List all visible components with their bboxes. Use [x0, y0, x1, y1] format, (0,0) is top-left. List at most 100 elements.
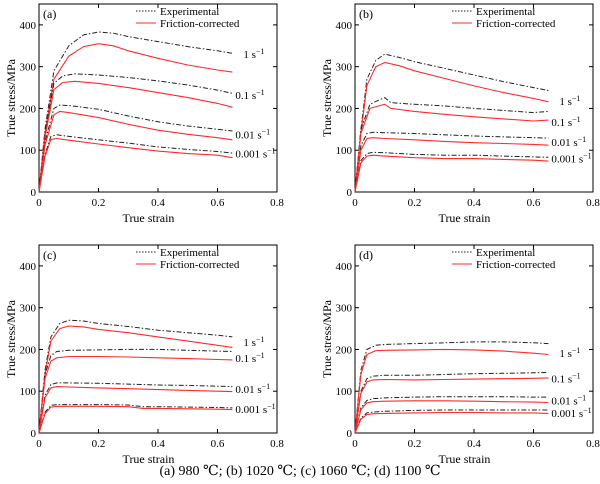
series-corrected-0 [38, 43, 233, 193]
series-experimental-2 [354, 131, 549, 193]
series-corrected-1 [38, 355, 233, 434]
panel-label: (d) [359, 248, 373, 262]
series-corrected-1 [354, 103, 549, 193]
y-tick-label: 100 [336, 145, 353, 157]
y-tick-label: 300 [20, 62, 37, 74]
rate-label: 0.01 s−1 [235, 127, 270, 141]
series-experimental-2 [38, 382, 233, 434]
series-experimental-3 [354, 409, 549, 434]
rate-label: 0.001 s−1 [551, 152, 591, 166]
series-experimental-3 [38, 404, 233, 434]
series-experimental-0 [38, 31, 233, 193]
y-tick-label: 300 [336, 62, 353, 74]
x-tick-label: 0.2 [92, 438, 106, 450]
series-experimental-2 [38, 104, 233, 193]
rate-label: 0.1 s−1 [551, 115, 580, 129]
series-experimental-3 [354, 151, 549, 193]
series-experimental-1 [38, 348, 233, 434]
series-corrected-1 [354, 377, 549, 434]
x-tick-label: 0 [352, 197, 358, 209]
legend-corrected-label: Friction-corrected [160, 259, 240, 271]
rate-label: 0.1 s−1 [551, 372, 580, 386]
legend-corrected-label: Friction-corrected [160, 18, 240, 30]
rate-label: 0.01 s−1 [551, 393, 586, 407]
x-tick-label: 0.6 [527, 197, 541, 209]
chart-panel-a: 0 0.2 0.4 0.6 0.8 0 100 200 300 400 True strain Tru… [4, 3, 284, 225]
y-tick-label: 100 [20, 386, 37, 398]
y-tick-label: 0 [31, 428, 37, 440]
y-tick-label: 0 [347, 187, 353, 199]
x-tick-label: 0.2 [92, 197, 106, 209]
rate-label: 1 s−1 [243, 335, 264, 349]
series-corrected-1 [38, 80, 233, 193]
rate-label: 0.001 s−1 [235, 147, 275, 161]
series-corrected-3 [38, 137, 233, 193]
x-tick-label: 0 [36, 438, 42, 450]
y-tick-label: 200 [336, 344, 353, 356]
legend-experimental-label: Experimental [160, 247, 219, 259]
x-axis-label: True strain [123, 211, 175, 225]
series-corrected-2 [38, 386, 233, 434]
x-axis-label: True strain [439, 211, 491, 225]
rate-label: 0.1 s−1 [235, 351, 264, 365]
legend-corrected-label: Friction-corrected [476, 18, 556, 30]
rate-label: 0.01 s−1 [551, 135, 586, 149]
x-tick-label: 0.6 [211, 197, 225, 209]
panel-label: (a) [43, 7, 56, 21]
x-tick-label: 0.8 [270, 197, 284, 209]
x-tick-label: 0.2 [408, 197, 422, 209]
y-tick-label: 300 [20, 303, 37, 315]
figure-caption: (a) 980 ℃; (b) 1020 ℃; (c) 1060 ℃; (d) 1… [159, 464, 441, 479]
series-experimental-3 [38, 134, 233, 193]
y-axis-label: True stress/MPa [4, 58, 18, 137]
series-experimental-1 [354, 97, 549, 193]
series-corrected-3 [354, 411, 549, 434]
legend-corrected-label: Friction-corrected [476, 259, 556, 271]
series-experimental-1 [354, 371, 549, 434]
y-tick-label: 200 [20, 344, 37, 356]
panel-label: (b) [359, 7, 373, 21]
x-tick-label: 0.4 [151, 197, 165, 209]
y-axis-label: True stress/MPa [320, 58, 334, 137]
rate-label: 1 s−1 [243, 47, 264, 61]
rate-label: 1 s−1 [559, 346, 580, 360]
x-tick-label: 0.4 [151, 438, 165, 450]
x-tick-label: 0 [352, 438, 358, 450]
series-experimental-0 [38, 319, 233, 434]
y-axis-label: True stress/MPa [4, 299, 18, 378]
y-tick-label: 0 [31, 187, 37, 199]
rate-label: 0.01 s−1 [235, 382, 270, 396]
x-tick-label: 0.4 [467, 438, 481, 450]
rate-label: 0.001 s−1 [551, 406, 591, 420]
series-experimental-1 [38, 73, 233, 193]
legend-experimental-label: Experimental [160, 6, 219, 18]
y-tick-label: 0 [347, 428, 353, 440]
y-tick-label: 400 [336, 261, 353, 273]
series-corrected-2 [354, 400, 549, 434]
x-tick-label: 0.8 [270, 438, 284, 450]
x-tick-label: 0.2 [408, 438, 422, 450]
x-axis-label: True strain [123, 452, 175, 466]
series-experimental-0 [354, 53, 549, 193]
legend-experimental-label: Experimental [476, 247, 535, 259]
series-corrected-3 [354, 154, 549, 193]
y-tick-label: 200 [336, 103, 353, 115]
chart-panel-d: 0 0.2 0.4 0.6 0.8 0 100 200 300 400 True strain Tru… [320, 244, 600, 466]
y-tick-label: 400 [336, 20, 353, 32]
series-experimental-2 [354, 396, 549, 434]
x-tick-label: 0.8 [586, 438, 600, 450]
x-tick-label: 0.6 [211, 438, 225, 450]
y-tick-label: 100 [336, 386, 353, 398]
x-tick-label: 0.4 [467, 197, 481, 209]
rate-label: 1 s−1 [559, 94, 580, 108]
legend-experimental-label: Experimental [476, 6, 535, 18]
x-tick-label: 0.6 [527, 438, 541, 450]
rate-label: 0.001 s−1 [235, 402, 275, 416]
y-axis-label: True stress/MPa [320, 299, 334, 378]
series-corrected-0 [354, 348, 549, 434]
chart-panel-c: 0 0.2 0.4 0.6 0.8 0 100 200 300 400 True strain Tru… [4, 244, 284, 466]
x-axis-label: True strain [439, 452, 491, 466]
series-corrected-3 [38, 405, 233, 434]
series-corrected-0 [354, 61, 549, 193]
